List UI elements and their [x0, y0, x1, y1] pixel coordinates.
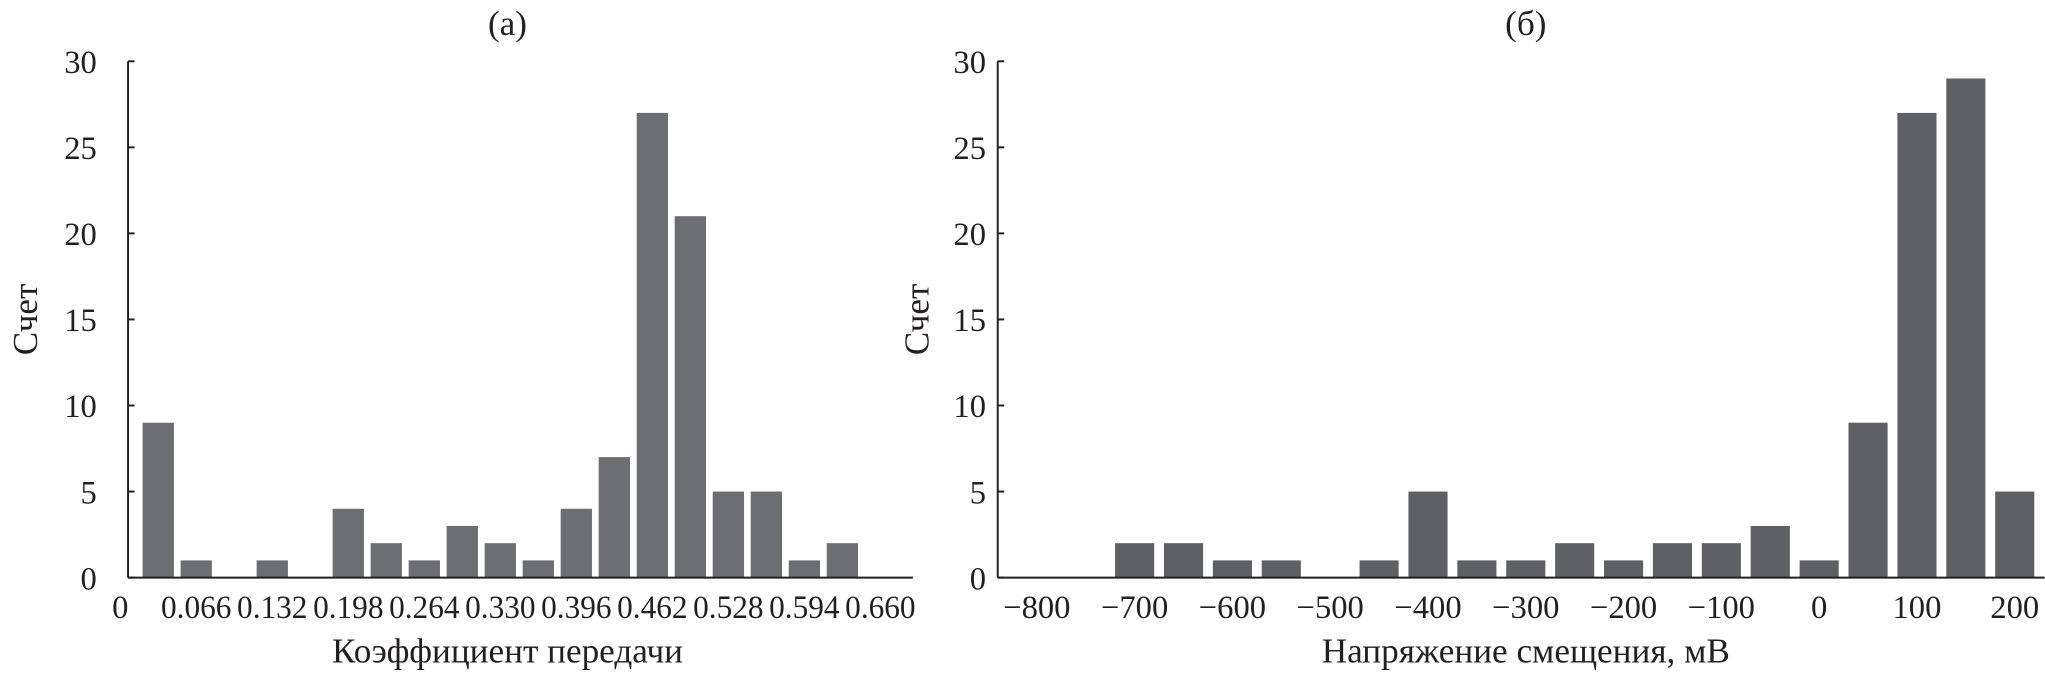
- bar: [1163, 543, 1204, 578]
- x-tick-label: 0.660: [845, 590, 915, 626]
- y-tick-label: 5: [970, 475, 986, 511]
- x-tick-label: 100: [1893, 590, 1942, 626]
- x-tick-label: 0: [112, 590, 128, 626]
- bar: [180, 560, 212, 578]
- bar: [826, 543, 859, 578]
- x-axis-label: Напряжение смещения, мВ: [1322, 631, 1730, 670]
- x-axis-label: Коэффициент передачи: [332, 631, 683, 670]
- panel-title: (a): [488, 4, 527, 43]
- x-tick-label: −600: [1199, 590, 1266, 626]
- x-tick-label: 0.066: [161, 590, 231, 626]
- x-tick-label: −100: [1688, 590, 1755, 626]
- bar: [446, 525, 478, 578]
- panel-a: (a) Счет Коэффициент передачи 0 5 10 15 20 25…: [6, 4, 916, 670]
- panel-b: (б) Счет Напряжение смещения, мВ 0 5 10 15 2…: [898, 4, 2045, 670]
- bar: [1115, 543, 1155, 578]
- y-tick-label: 30: [64, 45, 97, 81]
- x-tick-label: 0.330: [465, 590, 535, 626]
- bar: [370, 543, 402, 578]
- bar: [636, 112, 668, 578]
- bar: [1408, 491, 1448, 578]
- y-tick-label: 15: [64, 303, 97, 339]
- x-tick-label: −300: [1492, 590, 1559, 626]
- bar: [1652, 543, 1693, 578]
- y-tick-label: 25: [64, 131, 97, 167]
- y-tick-label: 20: [64, 217, 97, 253]
- bar: [332, 508, 364, 578]
- bar: [1946, 78, 1986, 578]
- bar: [1261, 560, 1301, 578]
- bar: [674, 216, 706, 578]
- x-tick-label: −200: [1590, 590, 1657, 626]
- x-tick-label: 200: [1990, 590, 2039, 626]
- panel-title: (б): [1505, 4, 1546, 43]
- y-axis-label: Счет: [6, 284, 45, 356]
- bar: [522, 560, 554, 578]
- x-tick-label: −800: [1003, 590, 1070, 626]
- x-tick-label: 0: [1811, 590, 1827, 626]
- y-tick-label: 10: [64, 389, 97, 425]
- bar: [750, 491, 783, 578]
- y-tick-label: 30: [953, 45, 986, 81]
- bar: [1799, 560, 1839, 578]
- y-axis-label: Счет: [898, 284, 937, 356]
- x-tick-label: 0.462: [617, 590, 687, 626]
- y-tick-label: 10: [953, 389, 986, 425]
- x-tick-label: 0.528: [693, 590, 763, 626]
- bar: [1212, 560, 1252, 578]
- bar: [1506, 560, 1546, 578]
- bar: [1604, 560, 1644, 578]
- y-tick-label: 20: [953, 217, 986, 253]
- bar: [712, 491, 744, 578]
- bar: [1555, 543, 1595, 578]
- bar: [256, 560, 288, 578]
- x-tick-label: −700: [1101, 590, 1168, 626]
- x-tick-label: 0.264: [389, 590, 459, 626]
- y-tick-label: 25: [953, 131, 986, 167]
- bar: [484, 543, 516, 578]
- x-tick-label: −400: [1394, 590, 1461, 626]
- y-tick-label: 0: [80, 561, 96, 597]
- bar: [1848, 422, 1888, 578]
- x-tick-label: 0.132: [237, 590, 307, 626]
- y-tick-label: 5: [80, 475, 96, 511]
- x-tick-label: 0.396: [541, 590, 611, 626]
- bar: [1750, 525, 1790, 578]
- bar: [788, 560, 821, 578]
- bar: [408, 560, 440, 578]
- bar: [1701, 543, 1741, 578]
- bar: [1457, 560, 1497, 578]
- x-tick-label: 0.198: [313, 590, 383, 626]
- y-tick-label: 15: [953, 303, 986, 339]
- bar: [598, 457, 630, 578]
- bar: [560, 508, 592, 578]
- y-tick-label: 0: [970, 561, 986, 597]
- bar: [1897, 112, 1937, 578]
- x-tick-label: −500: [1297, 590, 1364, 626]
- bar: [1995, 491, 2035, 578]
- x-tick-label: 0.594: [769, 590, 839, 626]
- bar: [142, 422, 174, 578]
- bar: [1359, 560, 1399, 578]
